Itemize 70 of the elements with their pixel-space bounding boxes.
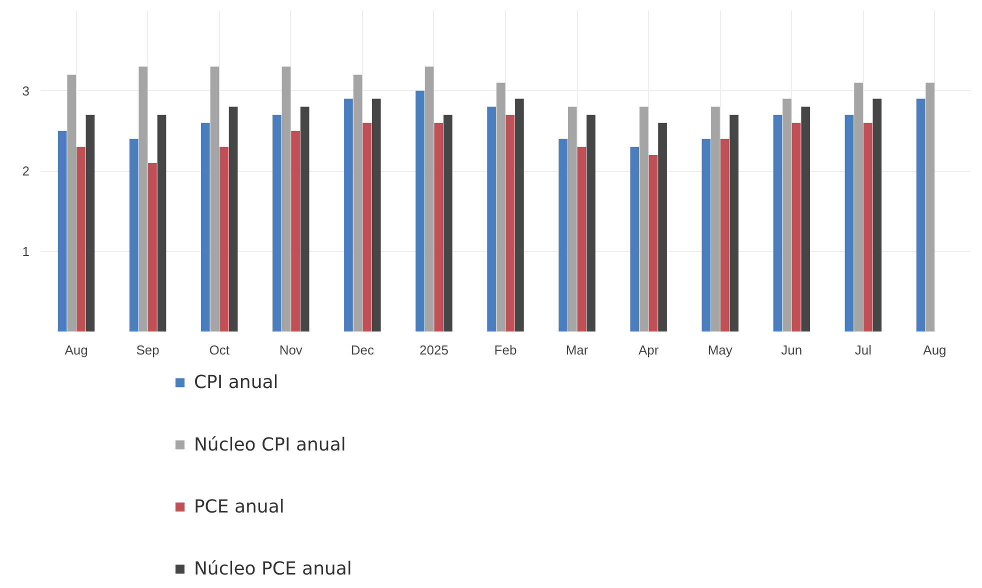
bar [782,98,792,332]
bar [577,146,586,332]
bar [210,66,220,332]
bar [220,146,228,332]
bar [76,146,86,332]
x-tick-label: Aug [64,342,88,358]
bar [344,98,353,332]
y-tick-label: 2 [22,164,30,178]
bar [863,122,872,332]
bar [854,82,863,332]
bar [424,66,434,332]
bar [773,114,782,332]
bar [640,106,648,332]
legend-label: CPI anual [194,372,278,394]
x-tick-label: Oct [209,342,230,358]
y-tick-label: 3 [22,83,30,98]
bar [200,122,210,332]
bar [58,130,67,332]
bar [916,98,926,332]
x-tick-label: Jul [854,342,872,358]
bar [138,66,148,332]
bar [720,138,730,332]
bar [291,130,300,332]
x-tick-label: Dec [350,342,374,358]
bar [228,106,238,332]
x-tick-label: Apr [638,342,660,358]
legend-label: Núcleo CPI anual [194,434,346,456]
bar [792,122,801,332]
bar [630,146,640,332]
bar [282,66,291,332]
y-tick-label: 1 [22,244,30,259]
bar [568,106,577,332]
bar [648,154,658,332]
legend-label: Núcleo PCE anual [194,558,352,580]
bar [86,114,95,332]
bar [416,90,424,332]
bar [586,114,596,332]
bar [702,138,711,332]
x-tick-label: 2025 [420,342,448,358]
x-tick-label: Sep [136,342,160,358]
bar [157,114,166,332]
bar [129,138,138,332]
x-tick-label: Feb [494,342,517,358]
bar [487,106,496,332]
legend-label: PCE anual [194,496,284,518]
x-tick-label: Jun [781,342,802,358]
bar [443,114,452,332]
x-tick-label: Nov [279,342,303,358]
bar [362,122,372,332]
bar [300,106,310,332]
bar [272,114,282,332]
x-tick-label: May [708,342,733,358]
bar [926,82,934,332]
bar [506,114,515,332]
bar [148,162,157,332]
bar [711,106,720,332]
bar [434,122,444,332]
bar [67,74,76,332]
bar [730,114,738,332]
bar [558,138,568,332]
bar [515,98,524,332]
bar [496,82,506,332]
x-tick-label: Mar [566,342,589,358]
bar [372,98,381,332]
bar [801,106,810,332]
bar [658,122,667,332]
bar [353,74,362,332]
x-tick-label: Aug [923,342,946,358]
bar [844,114,854,332]
bar [872,98,882,332]
